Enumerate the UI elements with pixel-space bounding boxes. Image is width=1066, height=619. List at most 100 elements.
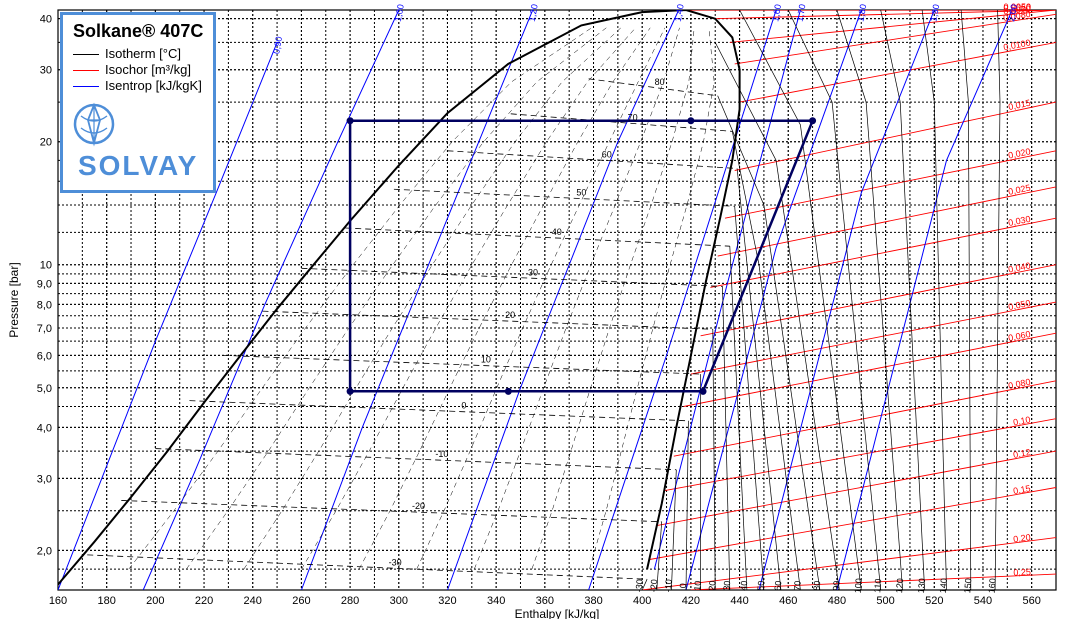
isotherm-line-twophase [87, 555, 647, 579]
x-axis-label: Enthalpy [kJ/kg] [515, 607, 600, 619]
isotherm-label: 40 [552, 227, 562, 237]
isotherm-label: -10 [435, 449, 448, 459]
legend-label: Isochor [m³/kg] [105, 62, 191, 78]
y-axis-label: Pressure [bar] [7, 262, 21, 337]
isotherm-super-label: 10 [692, 580, 703, 591]
brand-logo-icon [73, 98, 115, 150]
y-tick-label: 40 [40, 14, 52, 26]
isotherm-super-label: 100 [853, 578, 864, 594]
isotherm-line-super [788, 10, 881, 590]
isotherm-super-label: 70 [792, 580, 803, 591]
isotherm-line-super [881, 10, 925, 590]
isochor-label: 0,10 [1012, 414, 1031, 427]
isotherm-super-label: 120 [894, 578, 905, 594]
isotherm-line-twophase [589, 79, 718, 96]
isochor-label: 0,040 [1007, 260, 1031, 274]
isotherm-line-super [730, 246, 747, 590]
isentrop-label: 1,00 [393, 3, 406, 22]
x-tick-label: 540 [974, 595, 992, 607]
quality-line [590, 28, 715, 569]
isotherm-label: -20 [412, 501, 425, 511]
isotherm-super-label: 40 [738, 580, 749, 591]
isentrop-label: 0,90 [271, 36, 284, 55]
isotherm-super-label: 80 [811, 580, 822, 591]
y-tick-label: 7,0 [37, 323, 52, 335]
isochor-line [664, 419, 1056, 491]
cycle-point [505, 388, 512, 395]
isotherm-super-label: 50 [755, 580, 766, 591]
x-tick-label: 300 [390, 595, 408, 607]
isotherm-super-label: 150 [962, 578, 973, 594]
isotherm-line-super [686, 421, 688, 590]
isotherm-line-twophase [262, 311, 712, 329]
isotherm-super-label: 60 [773, 580, 784, 591]
isochor-line [710, 218, 1056, 287]
y-tick-label: 5,0 [37, 383, 52, 395]
cycle-point [347, 117, 354, 124]
x-tick-label: 500 [876, 595, 894, 607]
x-tick-label: 340 [487, 595, 505, 607]
brand-name: SOLVAY [73, 150, 203, 182]
isotherm-super-label: 160 [987, 578, 998, 594]
isentrop-label: 1,60 [770, 3, 783, 22]
cycle-path [350, 121, 812, 392]
isotherm-label: 50 [576, 188, 586, 198]
legend-item-2: Isentrop [kJ/kgK] [73, 78, 203, 94]
legend-box: Solkane® 407C Isotherm [°C]Isochor [m³/k… [60, 12, 216, 193]
isotherm-label: 60 [602, 150, 612, 160]
cycle-point [700, 388, 707, 395]
quality-line [359, 28, 650, 569]
isentrop-label: 1,40 [673, 3, 686, 22]
isotherm-label: 10 [481, 355, 491, 365]
isotherm-line-twophase [345, 228, 730, 246]
legend-item-0: Isotherm [°C] [73, 46, 203, 62]
y-tick-label: 30 [40, 65, 52, 77]
x-tick-label: 200 [146, 595, 164, 607]
x-tick-label: 360 [536, 595, 554, 607]
isotherm-label: 70 [628, 112, 638, 122]
x-tick-label: 560 [1022, 595, 1040, 607]
isentrop-line [448, 10, 679, 590]
isentrop-line [837, 10, 1012, 590]
isochor-label: 0,080 [1007, 377, 1031, 391]
y-tick-label: 4,0 [37, 422, 52, 434]
x-tick-label: 420 [682, 595, 700, 607]
y-tick-label: 10 [40, 260, 52, 272]
x-tick-label: 280 [341, 595, 359, 607]
cycle-point [809, 117, 816, 124]
isotherm-super-label: 130 [916, 578, 927, 594]
isotherm-super-label: -30 [634, 579, 645, 593]
quality-line [244, 28, 621, 569]
x-tick-label: 260 [292, 595, 310, 607]
x-tick-label: 440 [730, 595, 748, 607]
x-tick-label: 520 [925, 595, 943, 607]
isotherm-super-label: 30 [721, 580, 732, 591]
isochor-line [725, 151, 1056, 218]
isotherm-label: 20 [505, 310, 515, 320]
isotherm-super-label: 0 [678, 583, 688, 589]
isentrop-line [686, 10, 861, 590]
isotherm-label: 80 [655, 77, 665, 87]
isochor-label: 0,030 [1007, 214, 1031, 228]
cycle-point [347, 388, 354, 395]
isochor-label: 0,025 [1007, 183, 1031, 197]
isotherm-label: -30 [389, 557, 402, 567]
x-tick-label: 380 [584, 595, 602, 607]
isentrop-line [589, 10, 777, 590]
y-tick-label: 20 [40, 137, 52, 149]
isotherm-super-label: 140 [938, 578, 949, 594]
isotherm-line-twophase [447, 151, 737, 169]
isochor-label: 0,12 [1012, 447, 1031, 460]
isotherm-line-super [837, 10, 903, 590]
isochor-line [684, 333, 1056, 406]
x-tick-label: 480 [828, 595, 846, 607]
y-tick-label: 2,0 [37, 545, 52, 557]
quality-line [186, 28, 606, 569]
isochor-label: 0,020 [1007, 146, 1031, 160]
isochor-label: 0,015 [1007, 98, 1031, 112]
isotherm-line-super [732, 131, 800, 590]
isochor-line [701, 265, 1056, 336]
isotherm-line-twophase [394, 189, 735, 206]
x-tick-label: 220 [195, 595, 213, 607]
isochor-label: 0,25 [1013, 567, 1031, 578]
